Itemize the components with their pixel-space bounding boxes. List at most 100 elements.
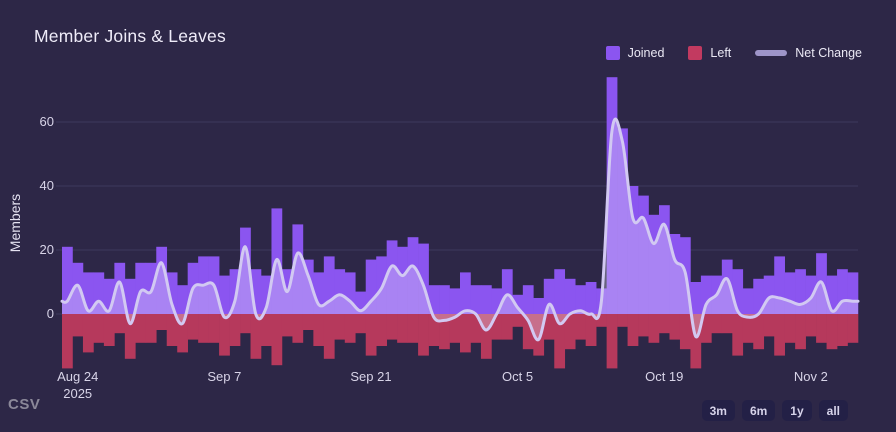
- legend-item-net-change[interactable]: Net Change: [755, 46, 862, 60]
- joined-bar[interactable]: [177, 285, 188, 314]
- joined-bar[interactable]: [617, 128, 628, 314]
- joined-bar[interactable]: [261, 275, 272, 314]
- joined-bar[interactable]: [302, 259, 314, 314]
- csv-export-link[interactable]: CSV: [8, 396, 41, 413]
- left-bar[interactable]: [522, 314, 534, 350]
- joined-bar[interactable]: [103, 278, 115, 314]
- left-bar[interactable]: [72, 314, 84, 337]
- left-bar[interactable]: [407, 314, 419, 343]
- joined-bar[interactable]: [334, 269, 346, 314]
- left-bar[interactable]: [564, 314, 576, 350]
- joined-bar[interactable]: [564, 278, 576, 314]
- joined-bar[interactable]: [240, 227, 251, 314]
- joined-bar[interactable]: [439, 285, 450, 314]
- left-bar[interactable]: [240, 314, 251, 334]
- left-bar[interactable]: [386, 314, 398, 340]
- joined-bar[interactable]: [700, 275, 712, 314]
- joined-bar[interactable]: [774, 256, 785, 314]
- left-bar[interactable]: [700, 314, 712, 343]
- left-bar[interactable]: [156, 314, 168, 330]
- left-bar[interactable]: [124, 314, 136, 359]
- joined-bar[interactable]: [229, 269, 241, 314]
- left-bar[interactable]: [166, 314, 178, 346]
- left-bar[interactable]: [229, 314, 241, 346]
- left-bar[interactable]: [323, 314, 335, 359]
- joined-bar[interactable]: [386, 240, 398, 314]
- left-bar[interactable]: [82, 314, 94, 353]
- left-bar[interactable]: [816, 314, 827, 343]
- left-bar[interactable]: [313, 314, 325, 346]
- left-bar[interactable]: [344, 314, 356, 343]
- left-bar[interactable]: [784, 314, 796, 343]
- left-bar[interactable]: [460, 314, 471, 353]
- left-bar[interactable]: [596, 314, 607, 327]
- joined-bar[interactable]: [585, 282, 597, 314]
- left-bar[interactable]: [250, 314, 262, 359]
- joined-bar[interactable]: [156, 246, 168, 314]
- joined-bar[interactable]: [575, 285, 586, 314]
- joined-bar[interactable]: [795, 269, 806, 314]
- joined-bar[interactable]: [847, 272, 859, 314]
- joined-bar[interactable]: [313, 272, 325, 314]
- left-bar[interactable]: [774, 314, 785, 356]
- joined-bar[interactable]: [418, 243, 429, 314]
- left-bar[interactable]: [837, 314, 848, 346]
- range-button-all[interactable]: all: [818, 400, 848, 421]
- joined-bar[interactable]: [428, 285, 440, 314]
- left-bar[interactable]: [805, 314, 817, 337]
- joined-bar[interactable]: [219, 275, 230, 314]
- joined-bar[interactable]: [397, 246, 408, 314]
- legend-item-joined[interactable]: Joined: [605, 46, 664, 60]
- left-bar[interactable]: [763, 314, 775, 337]
- left-bar[interactable]: [585, 314, 597, 346]
- left-bar[interactable]: [638, 314, 649, 337]
- joined-bar[interactable]: [124, 278, 136, 314]
- left-bar[interactable]: [418, 314, 429, 356]
- joined-bar[interactable]: [62, 246, 73, 314]
- joined-bar[interactable]: [753, 278, 765, 314]
- left-bar[interactable]: [648, 314, 660, 343]
- left-bar[interactable]: [501, 314, 513, 340]
- joined-bar[interactable]: [344, 272, 356, 314]
- joined-bar[interactable]: [470, 285, 482, 314]
- joined-bar[interactable]: [648, 214, 660, 314]
- joined-bar[interactable]: [522, 285, 534, 314]
- joined-bar[interactable]: [135, 262, 147, 314]
- joined-bar[interactable]: [721, 259, 733, 314]
- left-bar[interactable]: [533, 314, 545, 356]
- left-bar[interactable]: [575, 314, 586, 340]
- left-bar[interactable]: [470, 314, 482, 343]
- joined-bar[interactable]: [690, 282, 702, 314]
- left-bar[interactable]: [62, 314, 73, 369]
- legend-item-left[interactable]: Left: [688, 46, 731, 60]
- joined-bar[interactable]: [449, 288, 461, 314]
- joined-bar[interactable]: [659, 205, 670, 314]
- joined-bar[interactable]: [250, 269, 262, 314]
- left-bar[interactable]: [93, 314, 105, 343]
- joined-bar[interactable]: [763, 275, 775, 314]
- joined-bar[interactable]: [407, 237, 419, 314]
- joined-bar[interactable]: [365, 259, 377, 314]
- left-bar[interactable]: [606, 314, 618, 369]
- left-bar[interactable]: [135, 314, 147, 343]
- range-button-3m[interactable]: 3m: [701, 400, 735, 421]
- left-bar[interactable]: [721, 314, 733, 334]
- joined-bar[interactable]: [480, 285, 492, 314]
- left-bar[interactable]: [198, 314, 209, 343]
- left-bar[interactable]: [449, 314, 461, 343]
- left-bar[interactable]: [826, 314, 838, 350]
- left-bar[interactable]: [397, 314, 408, 343]
- left-bar[interactable]: [177, 314, 188, 353]
- left-bar[interactable]: [365, 314, 377, 356]
- range-button-1y[interactable]: 1y: [782, 400, 812, 421]
- left-bar[interactable]: [795, 314, 806, 350]
- left-bar[interactable]: [302, 314, 314, 330]
- joined-bar[interactable]: [114, 262, 126, 314]
- joined-bar[interactable]: [837, 269, 848, 314]
- left-bar[interactable]: [281, 314, 293, 337]
- left-bar[interactable]: [145, 314, 157, 343]
- left-bar[interactable]: [261, 314, 272, 346]
- left-bar[interactable]: [554, 314, 566, 369]
- joined-bar[interactable]: [669, 234, 681, 314]
